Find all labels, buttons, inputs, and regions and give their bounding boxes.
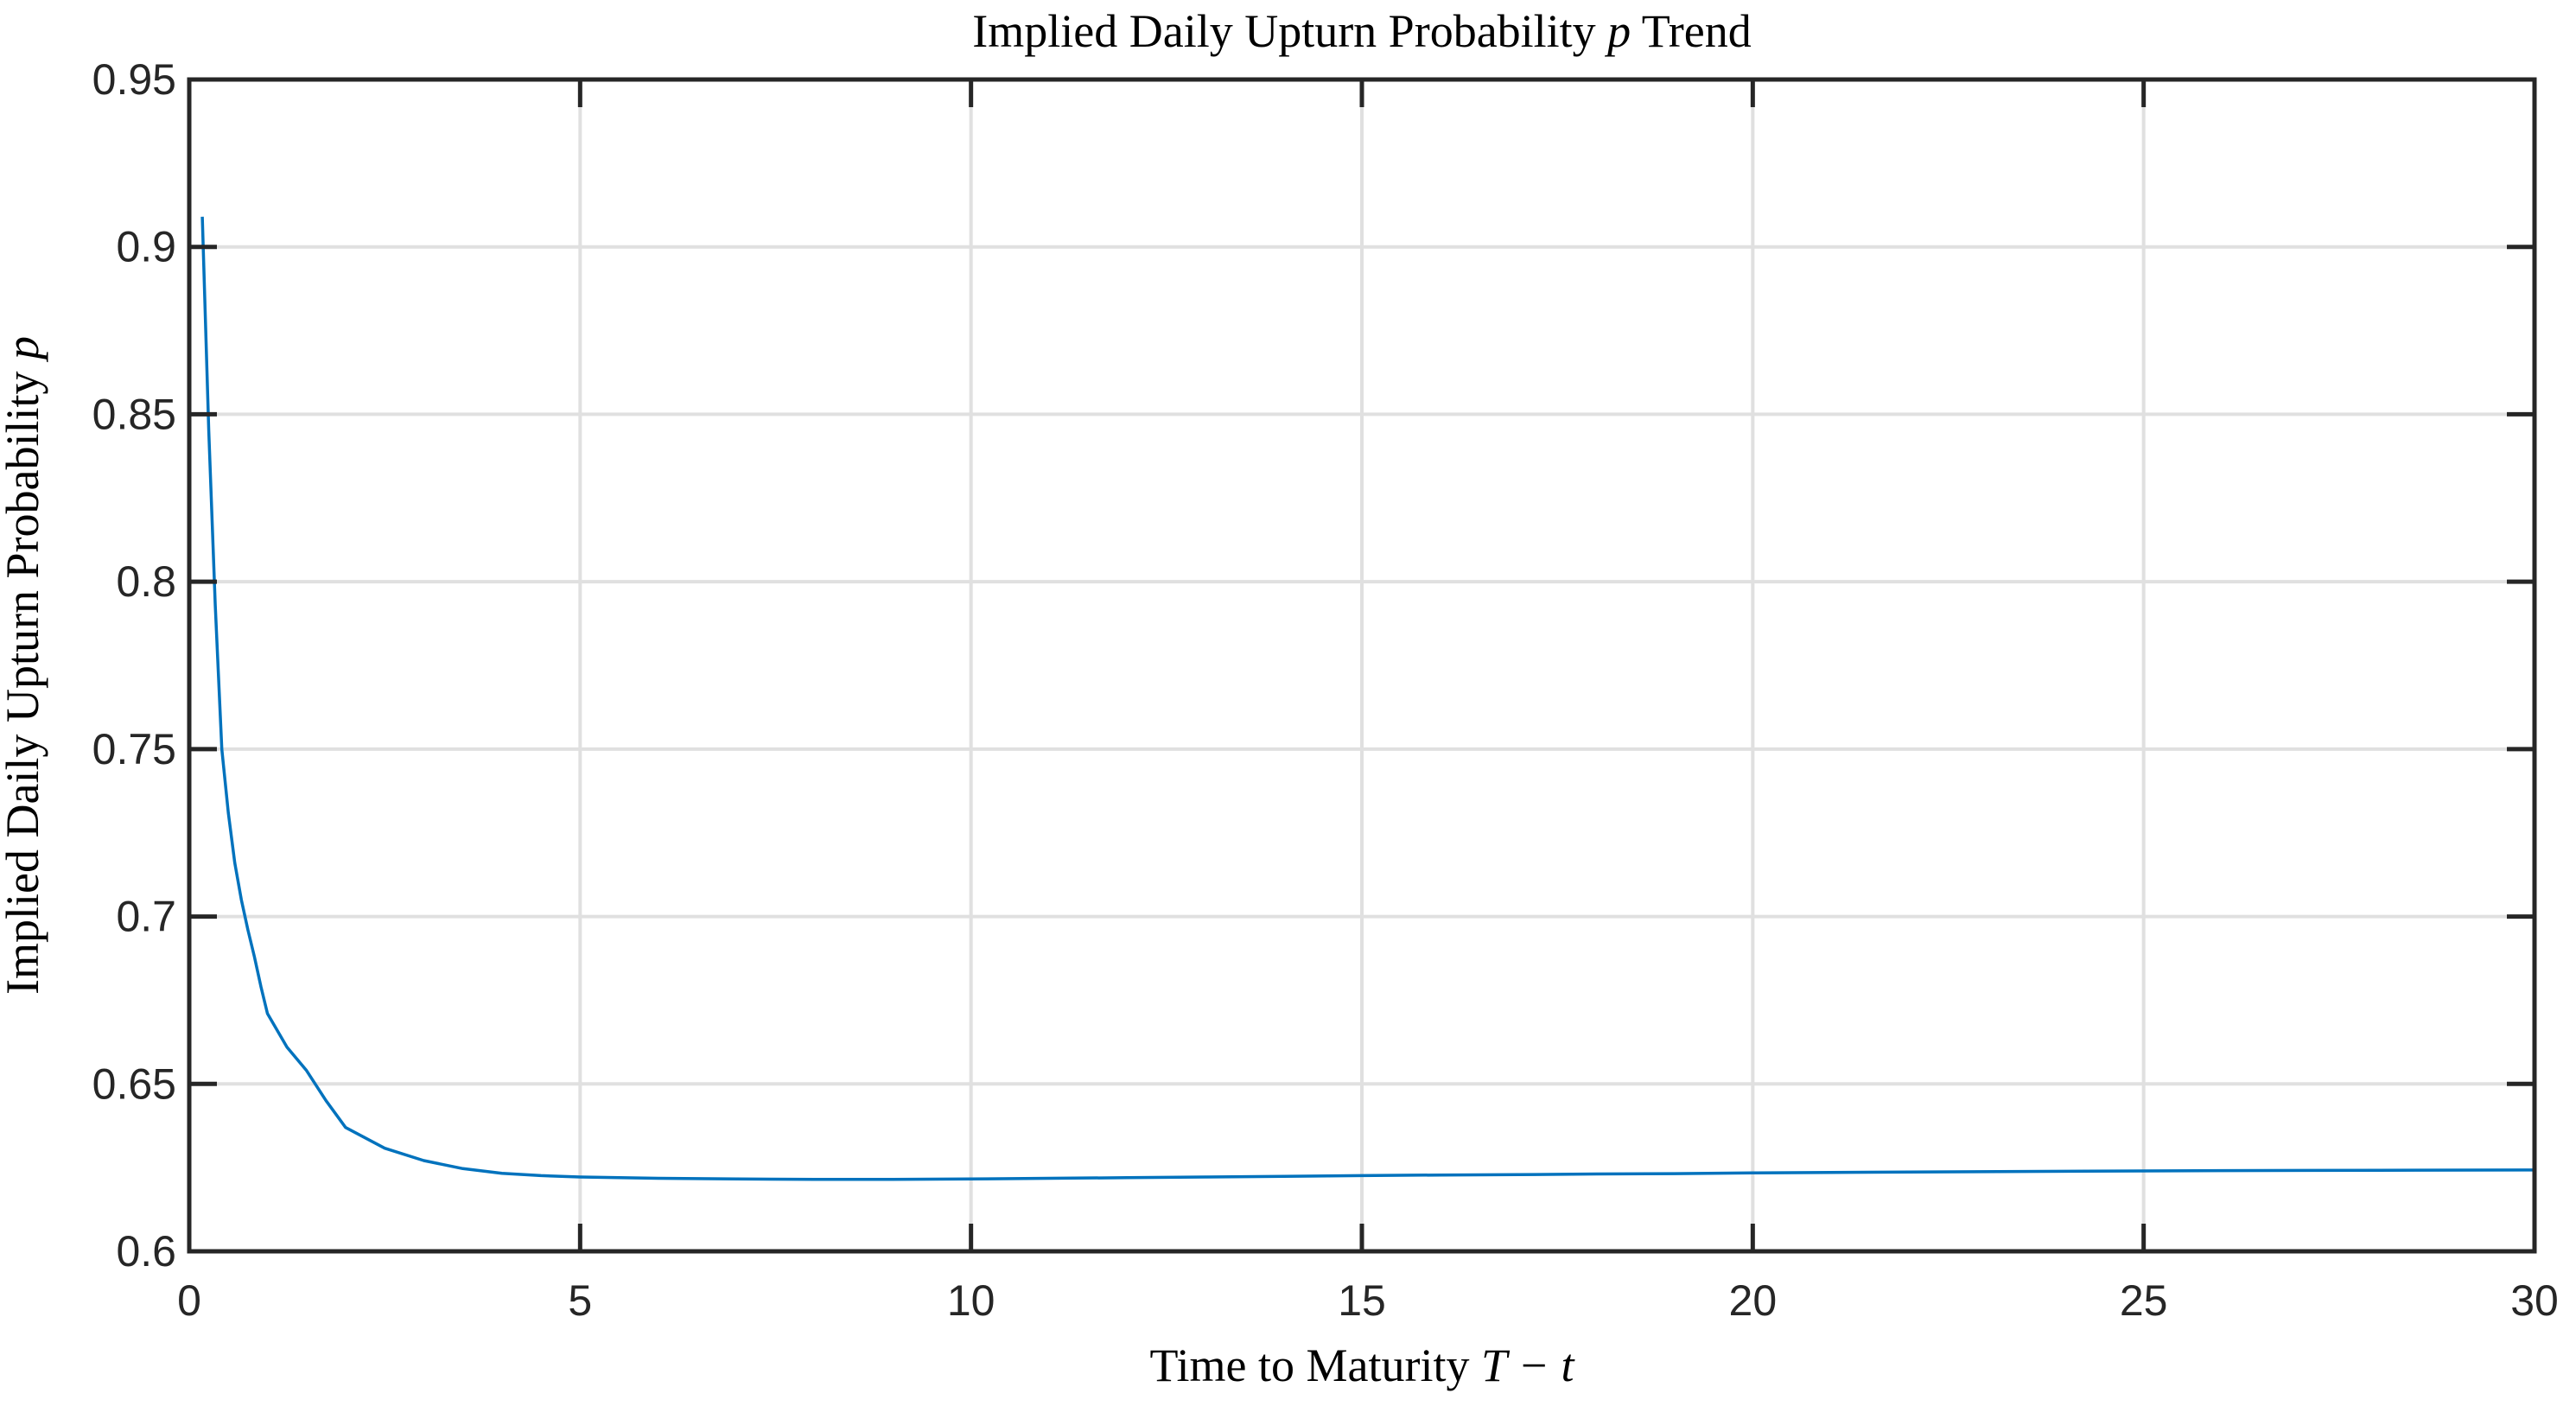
grid-lines — [189, 80, 2535, 1251]
y-tick-label: 0.8 — [116, 557, 176, 606]
x-tick-label: 15 — [1338, 1276, 1386, 1325]
x-tick-label: 30 — [2510, 1276, 2559, 1325]
x-tick-label: 20 — [1729, 1276, 1778, 1325]
y-tick-label: 0.9 — [116, 223, 176, 271]
y-tick-label: 0.95 — [92, 55, 176, 104]
y-tick-label: 0.7 — [116, 893, 176, 941]
chart-title: Implied Daily Upturn Probability p Trend — [972, 5, 1751, 57]
x-tick-label: 5 — [568, 1276, 592, 1325]
y-tick-label: 0.75 — [92, 725, 176, 773]
x-tick-label: 10 — [947, 1276, 995, 1325]
y-tick-label: 0.6 — [116, 1227, 176, 1276]
x-axis-label: Time to Maturity T − t — [1149, 1339, 1575, 1391]
tick-labels: 0 5 10 15 20 25 30 0.6 0.65 0.7 0.75 0.8 0.85 0.9 0.95 — [92, 55, 2559, 1325]
plot-border — [187, 77, 2537, 1254]
x-tick-label: 25 — [2120, 1276, 2168, 1325]
y-axis-label: Implied Daily Upturn Probability p — [0, 336, 48, 995]
y-tick-label: 0.65 — [92, 1059, 176, 1108]
probability-trend-line — [200, 216, 2535, 1181]
x-tick-label: 0 — [177, 1276, 201, 1325]
y-tick-label: 0.85 — [92, 390, 176, 438]
data-series — [200, 216, 2535, 1181]
